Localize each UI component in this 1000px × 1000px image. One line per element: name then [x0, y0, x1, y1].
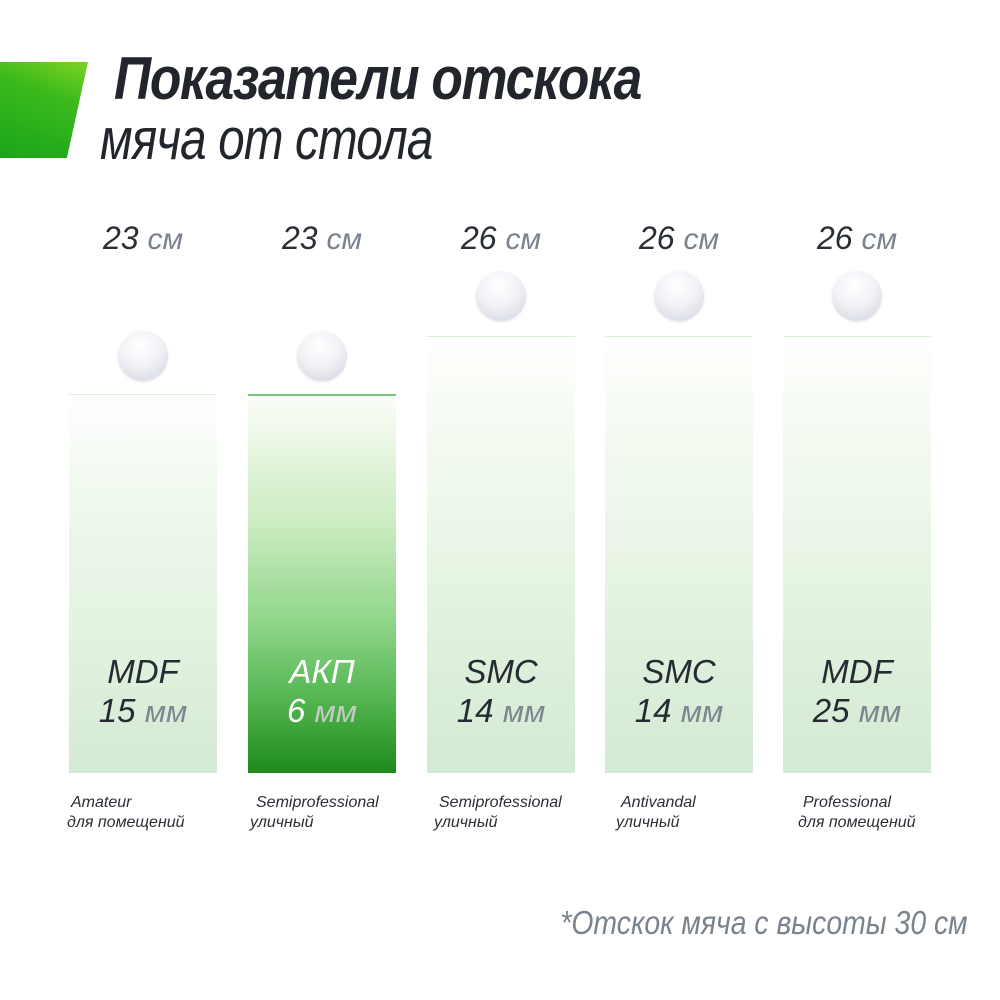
ball-icon	[832, 271, 882, 321]
bounce-height-label: 26 см	[783, 218, 931, 260]
bounce-unit: см	[861, 223, 898, 256]
bounce-value: 23	[102, 220, 139, 256]
bar-label: АКП 6 мм	[248, 652, 396, 731]
material-name: SMC	[464, 653, 538, 690]
ball-icon	[476, 271, 526, 321]
ball-icon	[118, 331, 168, 381]
bounce-unit: см	[326, 223, 363, 256]
thickness-value: 25	[812, 692, 850, 729]
thickness-unit: мм	[144, 694, 188, 729]
category-usage: уличный	[616, 814, 680, 831]
thickness-unit: мм	[680, 694, 724, 729]
category-name: Amateur	[71, 794, 132, 811]
material-name: MDF	[821, 653, 893, 690]
category-name: Semiprofessional	[439, 794, 562, 811]
category-name: Antivandal	[621, 794, 696, 811]
material-name: MDF	[107, 653, 179, 690]
category-label: Semiprofessional уличный	[434, 793, 562, 833]
column-amateur: 23 см MDF 15 мм Amateur для помещений	[67, 0, 217, 1000]
thickness-value: 14	[634, 692, 672, 729]
page-subtitle: мяча от стола	[100, 107, 433, 172]
thickness-value: 15	[98, 692, 136, 729]
category-name: Semiprofessional	[256, 794, 379, 811]
bounce-value: 26	[460, 220, 497, 256]
thickness-unit: мм	[314, 694, 358, 729]
column-semiprofessional-akp: 23 см АКП 6 мм Semiprofessional уличный	[248, 0, 396, 1000]
bounce-height-label: 23 см	[248, 218, 396, 260]
category-name: Professional	[803, 794, 892, 811]
column-antivandal: 26 см SMC 14 мм Antivandal уличный	[605, 0, 753, 1000]
bounce-value: 26	[638, 220, 675, 256]
category-label: Amateur для помещений	[67, 793, 185, 833]
bounce-height-label: 26 см	[605, 218, 753, 260]
category-usage: уличный	[250, 814, 314, 831]
bounce-bar	[783, 336, 931, 773]
material-name: SMC	[642, 653, 716, 690]
bounce-bar	[605, 336, 753, 773]
bar-label: SMC 14 мм	[427, 652, 575, 731]
page-title: Показатели отскока	[114, 45, 642, 112]
bounce-value: 23	[281, 220, 318, 256]
footnote: *Отскок мяча с высоты 30 см	[560, 904, 968, 941]
ball-icon	[654, 271, 704, 321]
bounce-bar	[427, 336, 575, 773]
bounce-unit: см	[683, 223, 720, 256]
ball-icon	[297, 331, 347, 381]
thickness-unit: мм	[502, 694, 546, 729]
thickness-unit: мм	[858, 694, 902, 729]
bounce-unit: см	[147, 223, 184, 256]
category-usage: уличный	[434, 814, 498, 831]
thickness-value: 6	[286, 692, 306, 729]
bounce-height-label: 23 см	[69, 218, 217, 260]
thickness-value: 14	[456, 692, 494, 729]
bar-label: MDF 15 мм	[69, 652, 217, 731]
category-label: Antivandal уличный	[616, 793, 696, 833]
bounce-value: 26	[816, 220, 853, 256]
category-label: Semiprofessional уличный	[250, 793, 379, 833]
category-usage: для помещений	[798, 814, 916, 831]
bounce-bar	[69, 394, 217, 773]
bar-label: SMC 14 мм	[605, 652, 753, 731]
column-semiprofessional-smc: 26 см SMC 14 мм Semiprofessional уличный	[427, 0, 575, 1000]
category-label: Professional для помещений	[798, 793, 916, 833]
column-professional: 26 см MDF 25 мм Professional для помещен…	[783, 0, 931, 1000]
bounce-bar-highlighted	[248, 394, 396, 773]
bounce-height-label: 26 см	[427, 218, 575, 260]
bounce-unit: см	[505, 223, 542, 256]
bar-label: MDF 25 мм	[783, 652, 931, 731]
category-usage: для помещений	[67, 814, 185, 831]
material-name: АКП	[289, 653, 355, 690]
